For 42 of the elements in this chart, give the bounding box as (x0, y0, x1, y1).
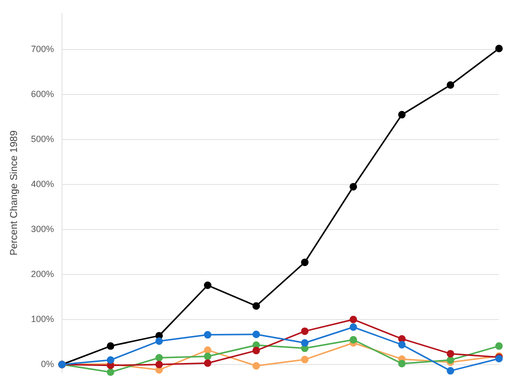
point (155, 337, 163, 345)
point (204, 282, 212, 290)
y-tick-label: 200% (30, 268, 54, 279)
point (350, 323, 358, 331)
point (398, 360, 406, 368)
point (350, 336, 358, 344)
point (204, 359, 212, 367)
point (398, 340, 406, 348)
point (252, 346, 260, 354)
point (106, 356, 114, 364)
point (301, 356, 309, 364)
point (106, 368, 114, 376)
point (106, 342, 114, 350)
point (446, 356, 454, 364)
point (350, 182, 358, 190)
y-tick-label: 500% (30, 134, 54, 144)
point (495, 342, 503, 350)
point (495, 44, 503, 52)
point (204, 331, 212, 339)
point (398, 110, 406, 118)
point (252, 302, 260, 310)
point (155, 360, 163, 368)
point (446, 350, 454, 358)
point (301, 258, 309, 266)
point (155, 354, 163, 362)
point (252, 330, 260, 338)
y-tick-label: 600% (30, 88, 54, 99)
point (301, 327, 309, 335)
point (446, 81, 454, 89)
y-axis-title: Percent Change Since 1989 (8, 130, 20, 256)
point (301, 339, 309, 347)
y-tick-label: 100% (30, 314, 54, 324)
y-tick-label: 300% (30, 224, 54, 234)
point (252, 362, 260, 370)
point (350, 316, 358, 324)
y-tick-label: 0% (40, 358, 54, 369)
point (204, 346, 212, 354)
point (398, 335, 406, 343)
point (204, 352, 212, 360)
y-tick-label: 700% (30, 44, 54, 54)
point (446, 367, 454, 375)
y-tick-label: 400% (30, 178, 54, 189)
